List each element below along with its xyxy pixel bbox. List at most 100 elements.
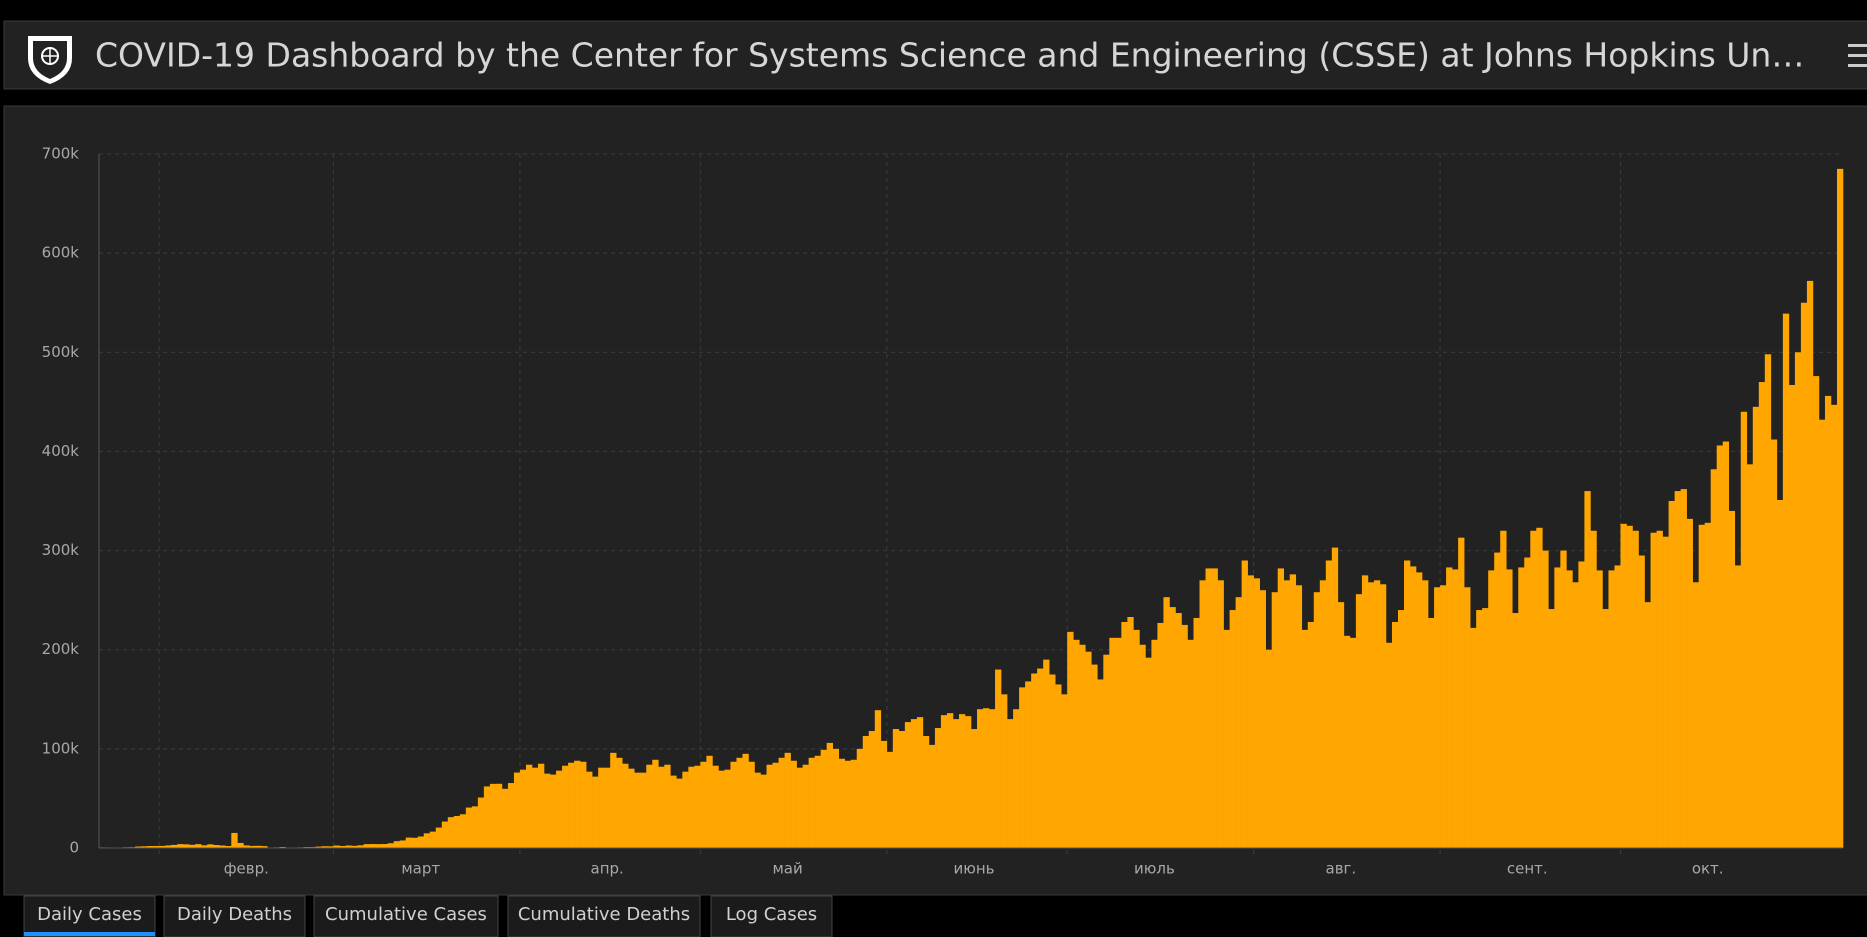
bar xyxy=(1470,627,1477,848)
bar xyxy=(1566,570,1573,848)
tab[interactable]: Cumulative Deaths xyxy=(507,895,701,937)
bar xyxy=(856,748,864,848)
bar xyxy=(916,717,924,848)
bar xyxy=(1440,585,1447,848)
tab-label[interactable]: Log Cases xyxy=(726,904,817,925)
tab[interactable]: Daily Cases xyxy=(23,895,156,937)
bar xyxy=(1049,674,1056,848)
bar xyxy=(1385,642,1393,848)
bar xyxy=(1752,406,1760,848)
bar xyxy=(1373,580,1381,848)
bar xyxy=(688,766,695,848)
bar xyxy=(928,744,936,848)
tab[interactable]: Daily Deaths xyxy=(163,895,306,937)
bar xyxy=(1037,668,1044,848)
bar xyxy=(1686,518,1693,848)
bar xyxy=(1271,592,1279,848)
bar xyxy=(1578,561,1585,848)
tab-label[interactable]: Cumulative Deaths xyxy=(518,904,690,925)
menu-icon[interactable] xyxy=(1848,44,1867,67)
bar xyxy=(904,722,912,848)
bar xyxy=(363,844,370,848)
x-tick-label: авг. xyxy=(1326,860,1357,878)
bar xyxy=(538,763,545,848)
bar xyxy=(1241,560,1248,848)
bar xyxy=(1620,523,1627,848)
bar xyxy=(189,844,196,848)
bar xyxy=(1079,644,1086,848)
y-tick-label: 0 xyxy=(69,839,79,857)
bar xyxy=(1458,537,1465,848)
bar xyxy=(327,846,334,848)
bar xyxy=(1512,613,1519,848)
tab-label[interactable]: Cumulative Cases xyxy=(325,904,487,925)
bar xyxy=(934,728,942,848)
bar xyxy=(1337,602,1345,848)
plot: 0 100k 200k 300k 400k 500k 600k 700k февр. март ап… xyxy=(42,145,1844,878)
tab-box xyxy=(507,895,701,937)
bar xyxy=(1259,590,1266,848)
bar xyxy=(1367,582,1375,848)
bar xyxy=(958,714,966,848)
bar xyxy=(1818,419,1826,848)
bar xyxy=(1674,491,1681,848)
bar xyxy=(315,846,322,848)
bar xyxy=(159,845,166,848)
bar xyxy=(1313,592,1321,848)
bar xyxy=(1235,597,1242,848)
bar xyxy=(1301,629,1309,848)
bar xyxy=(1181,624,1188,848)
x-tick-label: май xyxy=(772,860,802,878)
bar xyxy=(405,837,413,848)
bar xyxy=(1632,530,1639,848)
bar xyxy=(766,764,773,848)
bar xyxy=(670,775,677,848)
bar xyxy=(1103,654,1110,848)
tab-label[interactable]: Daily Deaths xyxy=(177,904,292,925)
bar xyxy=(453,815,461,848)
bar xyxy=(1650,532,1657,848)
y-tick-label: 600k xyxy=(42,244,80,262)
bar xyxy=(507,783,515,848)
bar xyxy=(351,845,358,848)
bar xyxy=(501,788,509,848)
bar xyxy=(1175,613,1182,848)
header-title: COVID-19 Dashboard by the Center for Sys… xyxy=(95,36,1804,75)
bar xyxy=(604,767,611,848)
bar xyxy=(1199,580,1206,848)
bar xyxy=(459,814,467,848)
bar xyxy=(411,837,419,848)
bar xyxy=(345,845,352,848)
bar xyxy=(1091,664,1098,848)
bar xyxy=(658,766,665,848)
bar xyxy=(213,845,220,848)
bar xyxy=(736,757,743,848)
bar xyxy=(369,844,376,848)
bar xyxy=(1379,584,1387,848)
tab-active-indicator xyxy=(24,932,155,936)
bar xyxy=(225,846,232,848)
tab-label[interactable]: Daily Cases xyxy=(37,904,142,925)
bar xyxy=(1662,536,1669,848)
bar xyxy=(622,763,629,848)
bar xyxy=(772,762,779,848)
header-bar xyxy=(3,20,1867,90)
bar xyxy=(495,783,503,848)
bar xyxy=(826,742,833,848)
tab[interactable]: Log Cases xyxy=(710,895,833,937)
bar xyxy=(1361,575,1369,848)
bar xyxy=(1109,637,1116,848)
bar xyxy=(1836,168,1844,848)
bar xyxy=(1530,530,1537,848)
bar xyxy=(201,845,208,848)
bar xyxy=(489,783,497,848)
y-tick-label: 500k xyxy=(42,343,80,361)
tab[interactable]: Cumulative Cases xyxy=(313,895,499,937)
bar xyxy=(1446,567,1453,848)
bar xyxy=(832,748,839,848)
bar xyxy=(892,729,900,848)
tab-box xyxy=(23,895,156,937)
bar xyxy=(1572,582,1579,848)
bar xyxy=(141,846,148,848)
bar xyxy=(1536,527,1543,848)
